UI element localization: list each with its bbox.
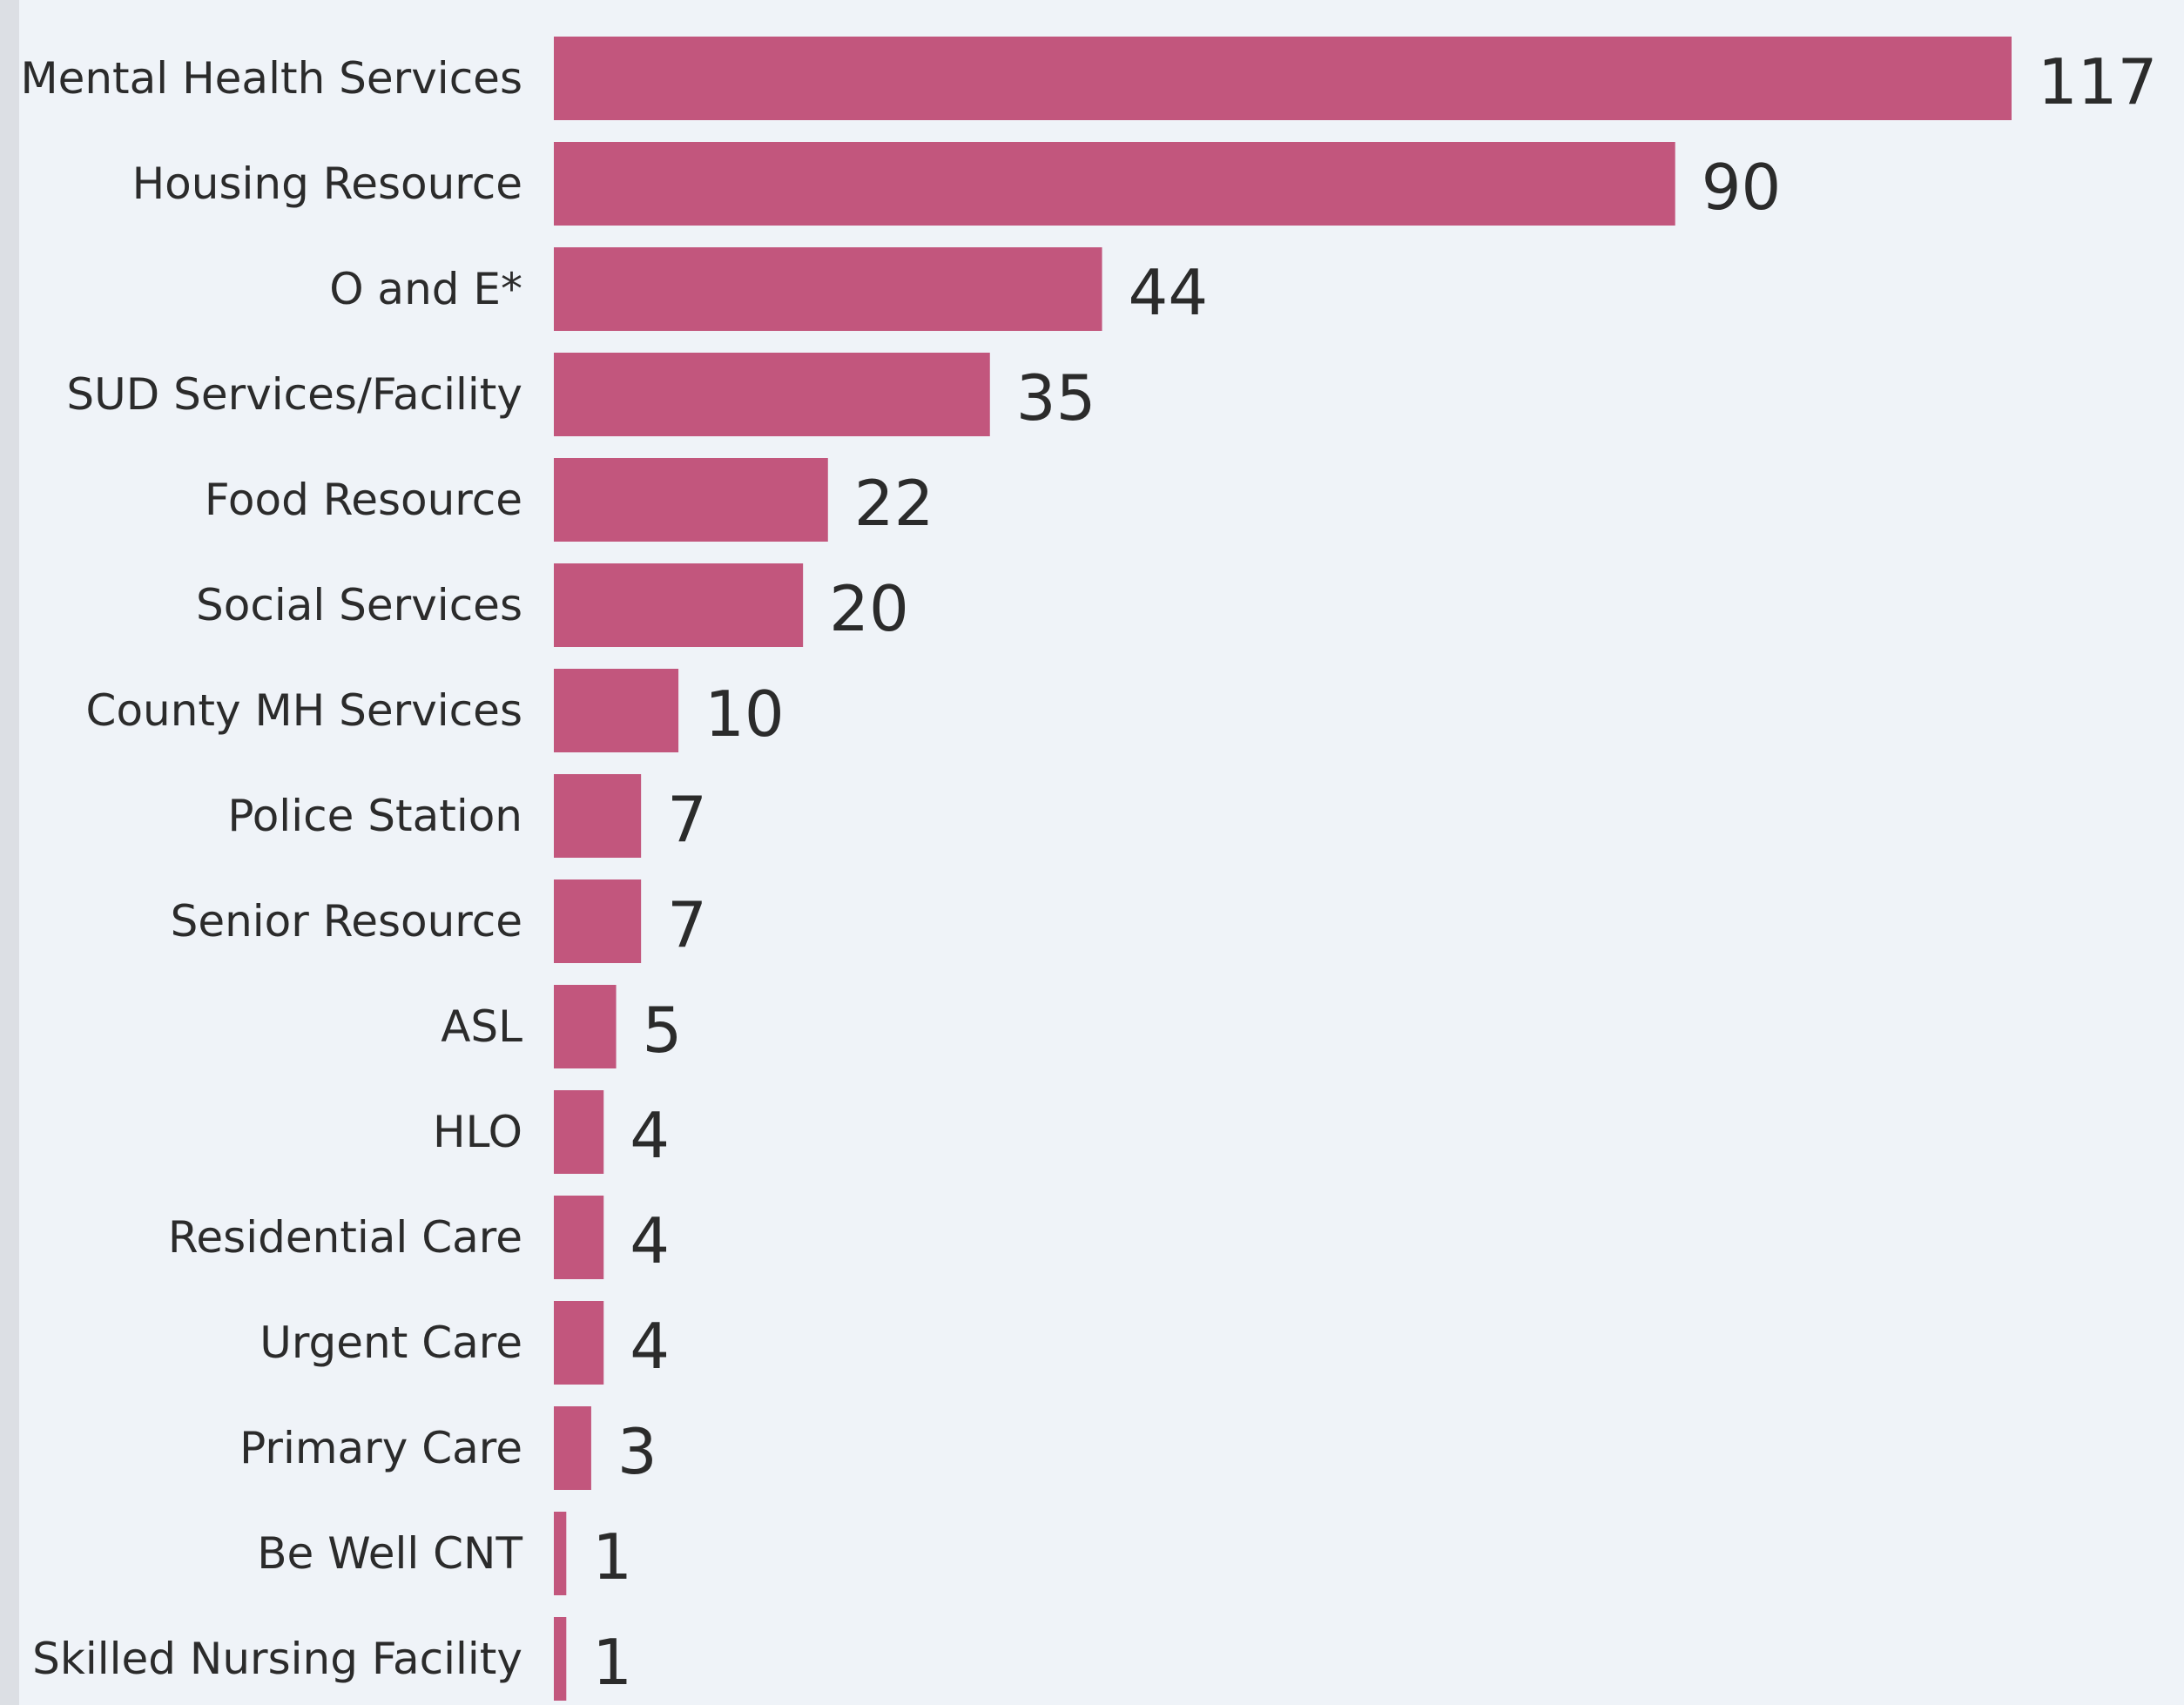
bar-mental-health-services xyxy=(554,37,2012,120)
bar-o-and-e xyxy=(554,247,1102,331)
category-label-mental-health-services: Mental Health Services xyxy=(20,53,522,104)
bar-asl xyxy=(554,985,617,1068)
bar-skilled-nursing-facility xyxy=(554,1617,567,1701)
bar-county-mh-services xyxy=(554,669,679,752)
value-label-be-well-cnt: 1 xyxy=(592,1520,632,1594)
bar-police-station xyxy=(554,774,642,858)
left-divider xyxy=(0,0,19,1705)
category-label-sud-services-facility: SUD Services/Facility xyxy=(66,369,522,420)
category-labels-group: Mental Health Services Housing Resource O … xyxy=(20,53,522,1684)
bar-be-well-cnt xyxy=(554,1512,567,1595)
category-label-skilled-nursing-facility: Skilled Nursing Facility xyxy=(32,1634,522,1684)
category-label-food-resource: Food Resource xyxy=(205,475,522,525)
value-label-o-and-e: 44 xyxy=(1129,256,1209,329)
value-label-skilled-nursing-facility: 1 xyxy=(592,1626,632,1699)
value-label-hlo: 4 xyxy=(630,1099,670,1172)
value-label-sud-services-facility: 35 xyxy=(1016,361,1096,435)
category-label-hlo: HLO xyxy=(433,1107,522,1157)
bar-social-services xyxy=(554,563,804,647)
value-label-mental-health-services: 117 xyxy=(2038,45,2157,118)
value-label-asl: 5 xyxy=(643,994,683,1067)
category-label-police-station: Police Station xyxy=(227,791,522,841)
category-label-housing-resource: Housing Resource xyxy=(132,158,522,209)
category-label-residential-care: Residential Care xyxy=(168,1212,522,1263)
bar-hlo xyxy=(554,1090,604,1174)
bar-residential-care xyxy=(554,1196,604,1279)
bar-urgent-care xyxy=(554,1301,604,1385)
value-label-food-resource: 22 xyxy=(854,467,934,540)
category-label-county-mh-services: County MH Services xyxy=(86,685,522,736)
bar-primary-care xyxy=(554,1406,591,1490)
bar-sud-services-facility xyxy=(554,353,990,436)
value-label-police-station: 7 xyxy=(667,783,707,856)
bar-food-resource xyxy=(554,458,828,542)
value-label-county-mh-services: 10 xyxy=(704,677,785,751)
category-label-primary-care: Primary Care xyxy=(239,1423,522,1473)
value-label-residential-care: 4 xyxy=(630,1204,670,1277)
bar-housing-resource xyxy=(554,142,1675,226)
category-label-asl: ASL xyxy=(441,1001,522,1052)
category-label-urgent-care: Urgent Care xyxy=(260,1318,522,1368)
category-label-be-well-cnt: Be Well CNT xyxy=(257,1528,522,1579)
value-label-social-services: 20 xyxy=(829,572,909,645)
category-label-social-services: Social Services xyxy=(196,580,522,630)
value-label-senior-resource: 7 xyxy=(667,888,707,961)
value-label-housing-resource: 90 xyxy=(1702,151,1782,224)
category-label-o-and-e: O and E* xyxy=(329,264,522,314)
category-label-senior-resource: Senior Resource xyxy=(171,896,522,947)
bars-group xyxy=(554,37,2012,1701)
value-label-urgent-care: 4 xyxy=(630,1310,670,1383)
value-label-primary-care: 3 xyxy=(617,1415,657,1488)
bar-senior-resource xyxy=(554,879,642,963)
